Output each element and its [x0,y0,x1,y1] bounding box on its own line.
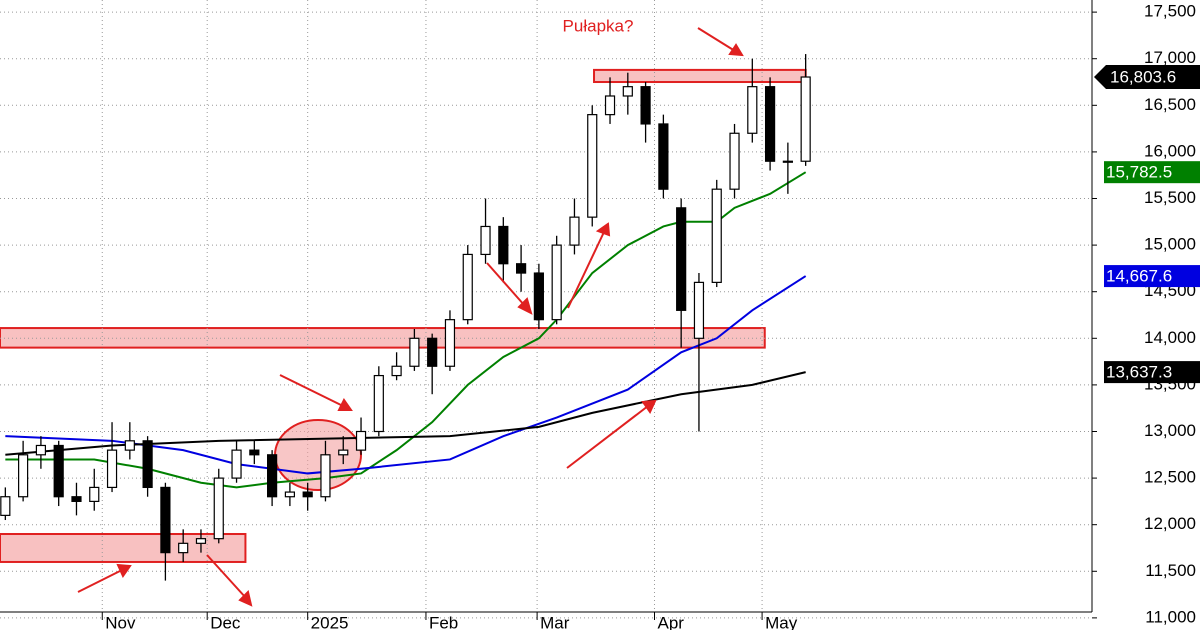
price-tag-label: 13,637.3 [1106,363,1172,382]
zone [0,327,766,349]
price-tag [1104,265,1200,288]
candle-body [213,477,224,540]
x-tick-label: Mar [540,613,570,630]
candle-body [338,449,349,456]
candle-body [355,430,367,451]
candle-body [267,454,278,498]
price-tag [1094,65,1200,90]
x-tick-label: Feb [429,613,458,630]
candle-body [89,486,100,502]
candle-body [622,86,633,97]
candle-body [444,319,456,367]
y-tick-label: 15,500 [1144,188,1196,207]
y-tick-label: 16,500 [1144,95,1196,114]
candle-body [53,444,64,498]
candle-body [18,454,29,498]
candle-body [711,188,722,283]
y-tick-label: 17,000 [1144,48,1196,67]
price-tag-label: 16,803.6 [1110,68,1176,87]
y-tick-label: 11,500 [1145,561,1196,580]
candle-body [658,123,669,190]
y-tick-label: 14,000 [1144,328,1196,347]
candle-body [498,225,509,265]
candle-body [302,491,313,498]
candle-body [409,337,420,367]
x-tick-label: May [765,613,798,630]
candle-body [373,374,384,433]
candle-body [427,337,438,367]
candle-body [569,216,580,246]
candle-body [0,496,11,516]
candle-body [516,263,527,274]
x-tick-label: Apr [657,613,684,630]
candle-body [391,365,402,377]
candle-body [533,272,544,321]
arrows [77,27,744,607]
candle-body [160,486,171,554]
y-tick-label: 12,000 [1144,514,1196,533]
candle-body [604,95,616,116]
price-tag-label: 14,667.6 [1106,267,1172,286]
candle-body [693,281,705,339]
candle-body [71,496,82,502]
candle-body [480,225,491,256]
x-tick-label: Nov [105,613,136,630]
price-tag-label: 15,782.5 [1106,163,1172,182]
candle-body [231,449,242,479]
candle-body [729,132,740,190]
candle-body [640,86,651,125]
candle-body [676,207,687,311]
price-tag [1104,161,1200,184]
candle-body [800,76,811,162]
candle-body [142,440,153,489]
x-tick-label: Dec [210,613,241,630]
moving-average-line [5,275,807,475]
candle-body [462,253,473,321]
zone [593,68,807,84]
candle-body [587,114,598,218]
candle-body [764,86,776,162]
candle-body [106,449,118,489]
y-tick-label: 15,000 [1144,235,1196,254]
annotation: Pułapka? [563,16,634,35]
candle-body [178,542,189,554]
candle-body [35,444,47,456]
candle-body [284,491,295,498]
candle-body [551,244,562,321]
y-tick-label: 11,000 [1145,607,1196,626]
candle-body [124,440,135,451]
y-tick-label: 16,000 [1144,141,1196,160]
candle-body [195,538,207,544]
y-tick-label: 12,500 [1144,468,1196,487]
candle-body [320,454,331,498]
candle-body [782,160,793,163]
y-tick-label: 13,000 [1144,421,1196,440]
x-tick-label: 2025 [311,613,349,630]
price-tag [1104,361,1200,384]
candle-body [747,86,758,134]
y-tick-label: 17,500 [1144,2,1196,21]
candle-body [249,449,260,456]
